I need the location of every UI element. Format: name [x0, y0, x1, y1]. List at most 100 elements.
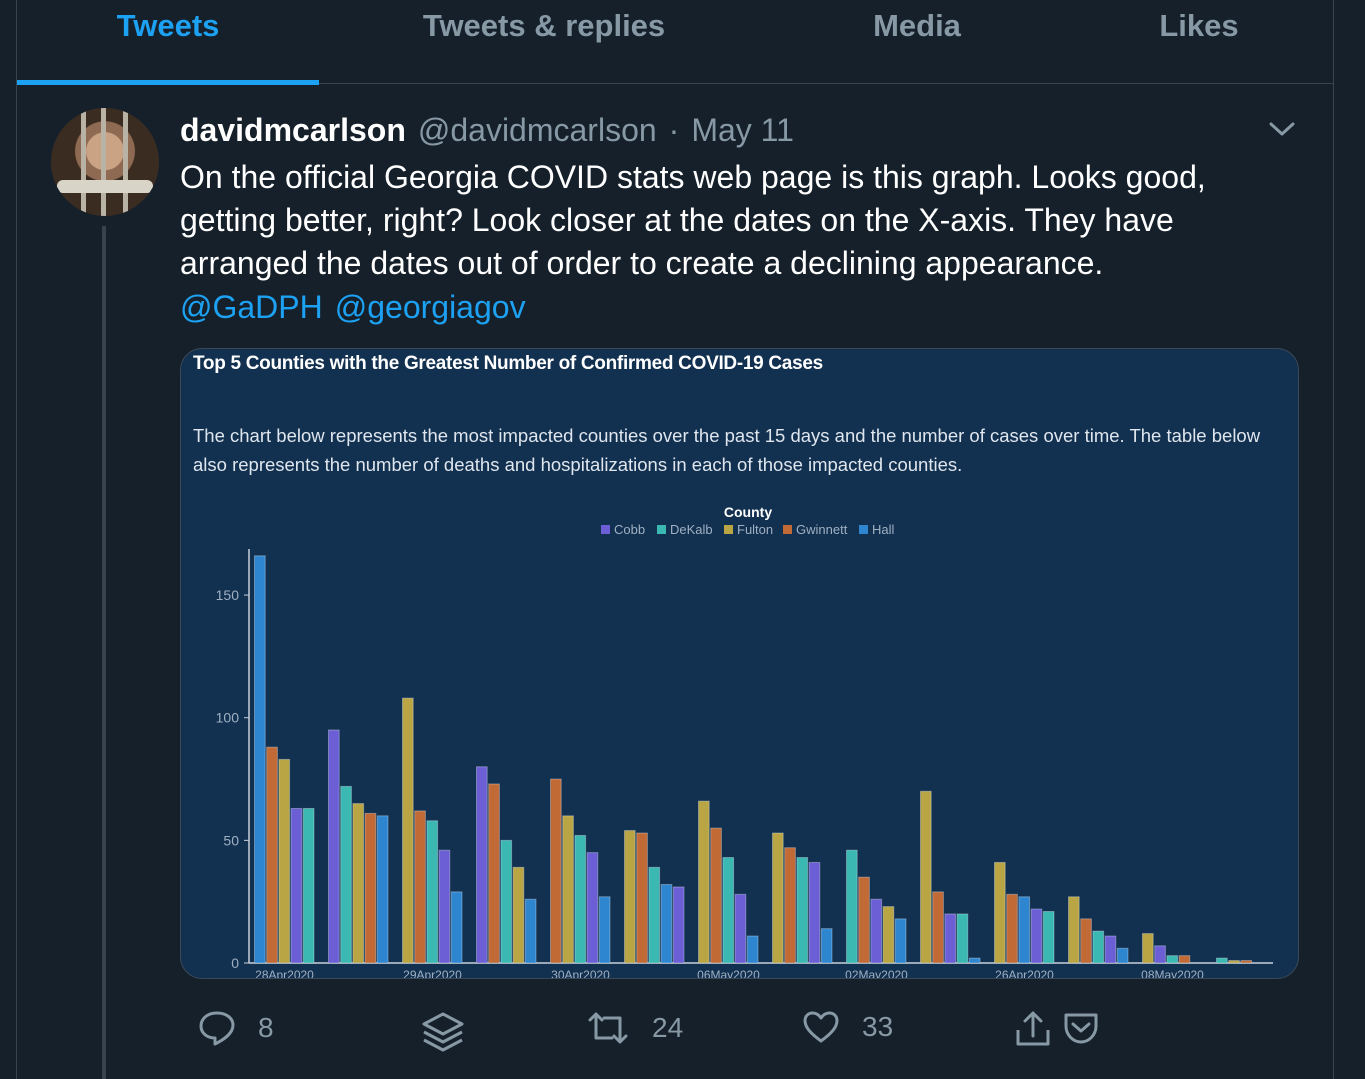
tab-likes-label: Likes — [1159, 8, 1239, 43]
bar — [524, 898, 537, 964]
bar — [402, 697, 414, 964]
bar — [858, 876, 870, 964]
chevron-down-icon[interactable] — [1267, 116, 1297, 142]
bar — [944, 913, 957, 964]
chart-description: The chart below represents the most impa… — [193, 425, 1261, 475]
bar — [290, 807, 303, 964]
legend-label: Fulton — [737, 522, 773, 537]
bar-chart: County Cobb DeKalb Fulton Gwinnett Hall 0 50 100… — [216, 504, 1273, 979]
share-icon — [1016, 1011, 1050, 1046]
bar — [894, 918, 907, 964]
bar — [932, 891, 944, 964]
avatar-rail — [57, 180, 153, 193]
heart-icon — [803, 1011, 839, 1043]
mention-link[interactable]: @GaDPH — [180, 289, 323, 325]
x-tick-label: 29Apr2020 — [403, 968, 462, 979]
bar — [796, 857, 809, 964]
bar — [1228, 960, 1240, 964]
x-tick-label: 08May2020 — [1141, 968, 1204, 979]
chart-title: Top 5 Counties with the Greatest Number … — [193, 353, 823, 374]
bar — [648, 866, 661, 964]
tab-tweets[interactable]: Tweets — [17, 0, 319, 85]
bar — [376, 815, 389, 964]
retweet-button[interactable]: 24 — [586, 1010, 683, 1046]
bar — [488, 783, 500, 964]
bar — [476, 766, 488, 964]
timeline-column: Tweets Tweets & replies Media Likes davi… — [16, 0, 1334, 1079]
legend-swatch — [657, 525, 666, 534]
avatar-bar — [123, 108, 128, 216]
tab-tweets-replies[interactable]: Tweets & replies — [319, 0, 769, 84]
reply-button[interactable]: 8 — [198, 1010, 274, 1046]
bar — [722, 857, 735, 964]
tweet-mentions: @GaDPH @georgiagov — [180, 286, 526, 329]
bar — [672, 886, 685, 964]
bar — [1142, 933, 1154, 964]
avatar-bar — [101, 108, 106, 216]
bar — [1080, 918, 1092, 964]
bar — [956, 913, 969, 964]
bar — [328, 729, 340, 964]
bar — [1178, 955, 1191, 964]
bar — [1042, 910, 1055, 964]
y-tick-label: 150 — [216, 587, 240, 603]
tab-likes[interactable]: Likes — [1065, 0, 1333, 84]
bar — [438, 849, 451, 964]
y-tick-label: 100 — [216, 710, 240, 726]
bar — [1104, 935, 1117, 964]
x-tick-label: 30Apr2020 — [551, 968, 610, 979]
separator-dot: · — [668, 112, 680, 148]
x-tick-label: 06May2020 — [697, 968, 760, 979]
thread-line — [102, 226, 106, 1079]
bar — [1240, 960, 1253, 964]
bar — [920, 790, 932, 964]
x-tick-label: 02May2020 — [845, 968, 908, 979]
bar — [882, 906, 895, 964]
tab-tweets-replies-label: Tweets & replies — [422, 8, 666, 43]
y-tick-label: 50 — [223, 832, 239, 848]
tab-media[interactable]: Media — [769, 0, 1065, 84]
bar — [636, 832, 648, 964]
layers-icon — [422, 1012, 464, 1052]
bar — [1166, 955, 1179, 964]
bar — [278, 758, 291, 964]
bar — [550, 778, 562, 964]
tab-media-label: Media — [873, 8, 961, 43]
bar — [254, 555, 266, 964]
retweet-icon — [588, 1012, 628, 1044]
share-button[interactable] — [1014, 1010, 1052, 1048]
bar — [364, 812, 377, 964]
share-layers-button[interactable] — [420, 1010, 466, 1058]
x-tick-label: 26Apr2020 — [995, 968, 1054, 979]
bar — [1006, 893, 1018, 964]
tweet-date[interactable]: May 11 — [691, 112, 794, 148]
bar — [450, 891, 463, 964]
tab-tweets-label: Tweets — [116, 8, 220, 43]
bar — [266, 746, 278, 964]
bar — [784, 847, 796, 964]
legend-label: Cobb — [614, 522, 645, 537]
bar — [698, 800, 710, 964]
pocket-button[interactable] — [1062, 1010, 1100, 1046]
bar — [1030, 908, 1043, 964]
mention-link[interactable]: @georgiagov — [334, 289, 526, 325]
avatar[interactable] — [51, 108, 159, 216]
bar — [994, 861, 1006, 964]
chart-image-card[interactable]: Top 5 Counties with the Greatest Number … — [180, 348, 1299, 979]
bar — [746, 935, 759, 964]
legend-swatch — [859, 525, 868, 534]
pocket-icon — [1064, 1013, 1098, 1044]
retweet-count: 24 — [652, 1012, 684, 1043]
display-name[interactable]: davidmcarlson — [180, 112, 406, 148]
user-handle[interactable]: @davidmcarlson — [417, 112, 657, 148]
legend-label: DeKalb — [670, 522, 713, 537]
bar — [598, 896, 611, 964]
legend-label: Gwinnett — [796, 522, 848, 537]
bar — [500, 839, 513, 964]
bar — [968, 957, 981, 964]
bar — [426, 820, 439, 964]
bar — [1068, 896, 1080, 964]
bar — [586, 852, 599, 964]
like-button[interactable]: 33 — [802, 1010, 893, 1044]
bar — [772, 832, 784, 964]
